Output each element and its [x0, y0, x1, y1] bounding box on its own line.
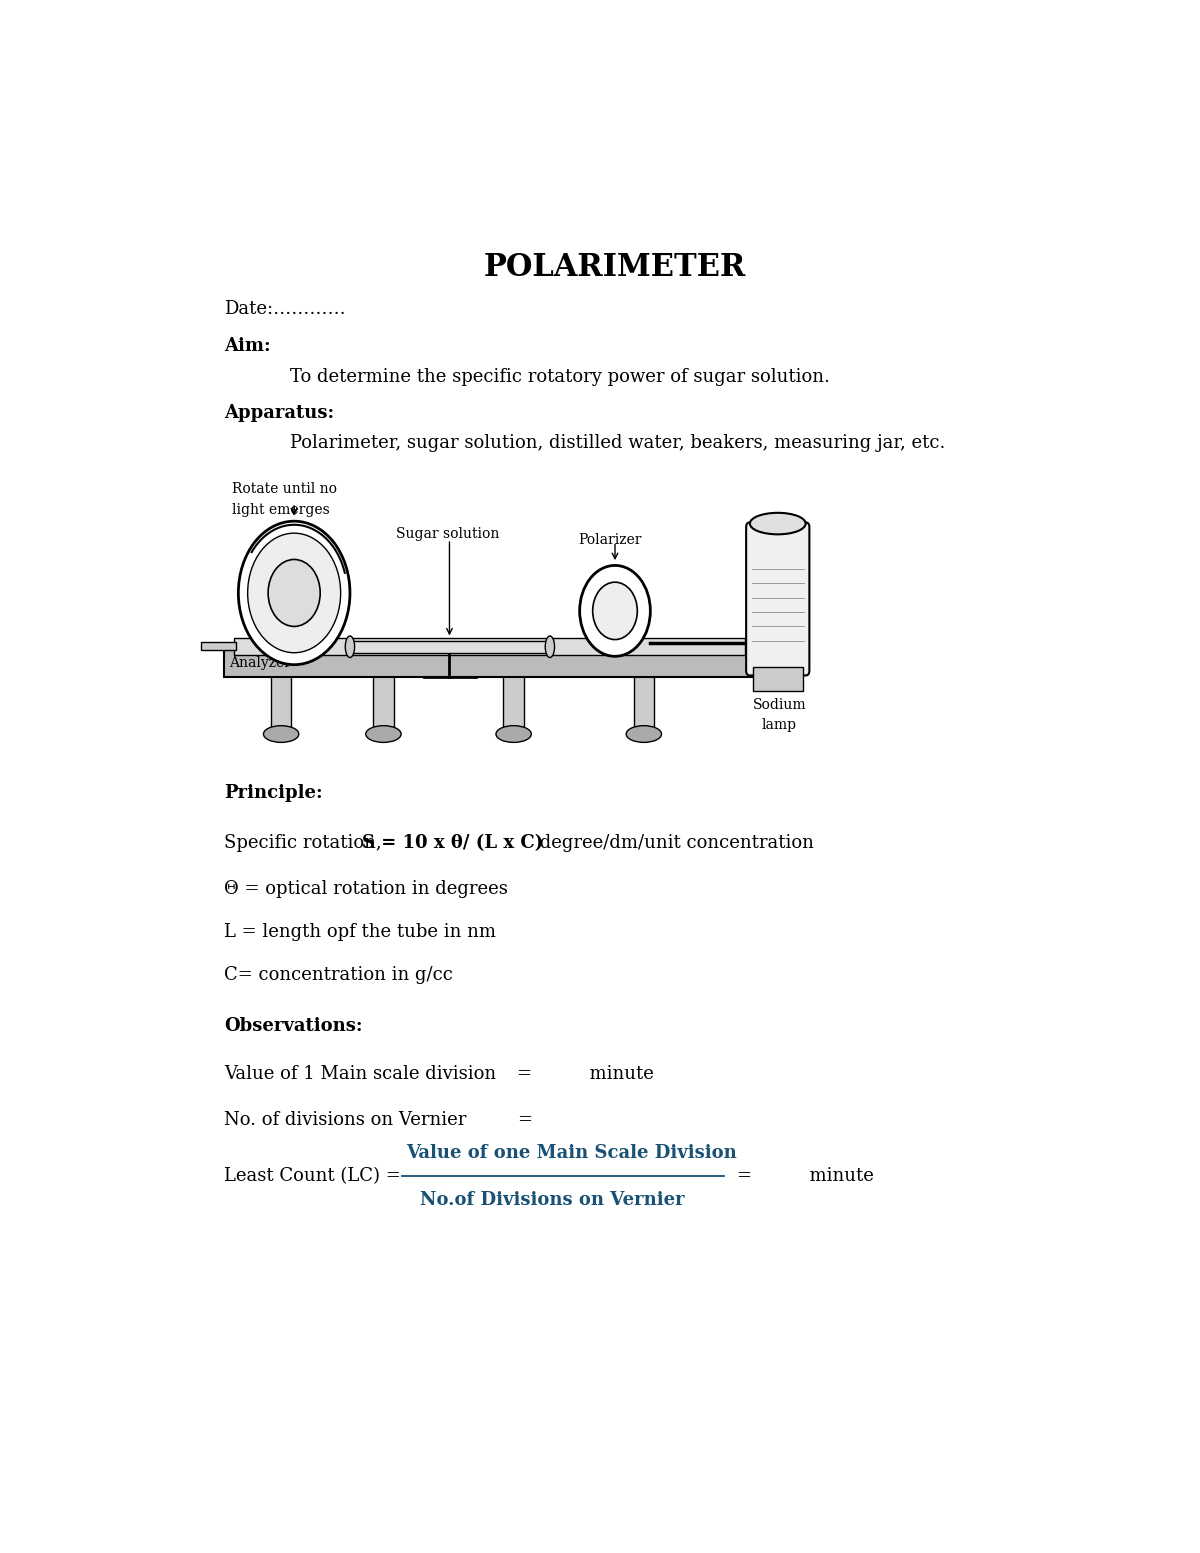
Ellipse shape [750, 512, 805, 534]
FancyBboxPatch shape [746, 522, 809, 676]
Text: Apparatus:: Apparatus: [224, 404, 335, 422]
Text: L = length opf the tube in nm: L = length opf the tube in nm [224, 922, 497, 941]
Text: Principle:: Principle: [224, 784, 323, 803]
Ellipse shape [626, 725, 661, 742]
Circle shape [268, 559, 320, 626]
Text: degree/dm/unit concentration: degree/dm/unit concentration [534, 834, 814, 853]
FancyBboxPatch shape [752, 668, 803, 691]
Ellipse shape [264, 725, 299, 742]
Text: =          minute: = minute [737, 1168, 874, 1185]
Text: C= concentration in g/cc: C= concentration in g/cc [224, 966, 454, 985]
Text: Polarimeter, sugar solution, distilled water, beakers, measuring jar, etc.: Polarimeter, sugar solution, distilled w… [289, 433, 944, 452]
Text: light emerges: light emerges [232, 503, 330, 517]
Text: Date:…………: Date:………… [224, 300, 346, 318]
FancyBboxPatch shape [504, 674, 524, 727]
Text: Observations:: Observations: [224, 1017, 362, 1036]
FancyBboxPatch shape [373, 674, 394, 727]
Ellipse shape [346, 637, 355, 657]
Circle shape [239, 522, 350, 665]
Text: Value of one Main Scale Division: Value of one Main Scale Division [406, 1143, 737, 1162]
Text: No.of Divisions on Vernier: No.of Divisions on Vernier [420, 1191, 684, 1210]
Circle shape [247, 533, 341, 652]
Text: S = 10 x θ/ (L x C): S = 10 x θ/ (L x C) [362, 834, 544, 853]
Text: Analyzer: Analyzer [229, 657, 292, 671]
Text: Value of 1 Main scale division: Value of 1 Main scale division [224, 1065, 497, 1084]
Text: =: = [517, 1110, 533, 1129]
Text: Specific rotation,: Specific rotation, [224, 834, 388, 853]
Circle shape [580, 565, 650, 657]
FancyBboxPatch shape [202, 641, 236, 651]
Text: lamp: lamp [762, 719, 797, 733]
Ellipse shape [496, 725, 532, 742]
Text: Least Count (LC) =: Least Count (LC) = [224, 1168, 407, 1185]
Text: Sodium: Sodium [752, 699, 806, 713]
Text: =          minute: = minute [517, 1065, 654, 1084]
FancyBboxPatch shape [634, 674, 654, 727]
Circle shape [593, 582, 637, 640]
FancyBboxPatch shape [350, 641, 550, 652]
Text: Aim:: Aim: [224, 337, 271, 356]
Text: To determine the specific rotatory power of sugar solution.: To determine the specific rotatory power… [289, 368, 829, 387]
Text: POLARIMETER: POLARIMETER [484, 252, 746, 283]
Text: No. of divisions on Vernier: No. of divisions on Vernier [224, 1110, 467, 1129]
Text: Sugar solution: Sugar solution [396, 526, 500, 540]
FancyBboxPatch shape [271, 674, 292, 727]
FancyBboxPatch shape [234, 638, 745, 655]
Ellipse shape [366, 725, 401, 742]
Text: Rotate until no: Rotate until no [232, 481, 337, 495]
Ellipse shape [545, 637, 554, 657]
FancyBboxPatch shape [224, 651, 755, 677]
Text: Θ = optical rotation in degrees: Θ = optical rotation in degrees [224, 881, 509, 898]
Text: Polarizer: Polarizer [578, 533, 641, 547]
